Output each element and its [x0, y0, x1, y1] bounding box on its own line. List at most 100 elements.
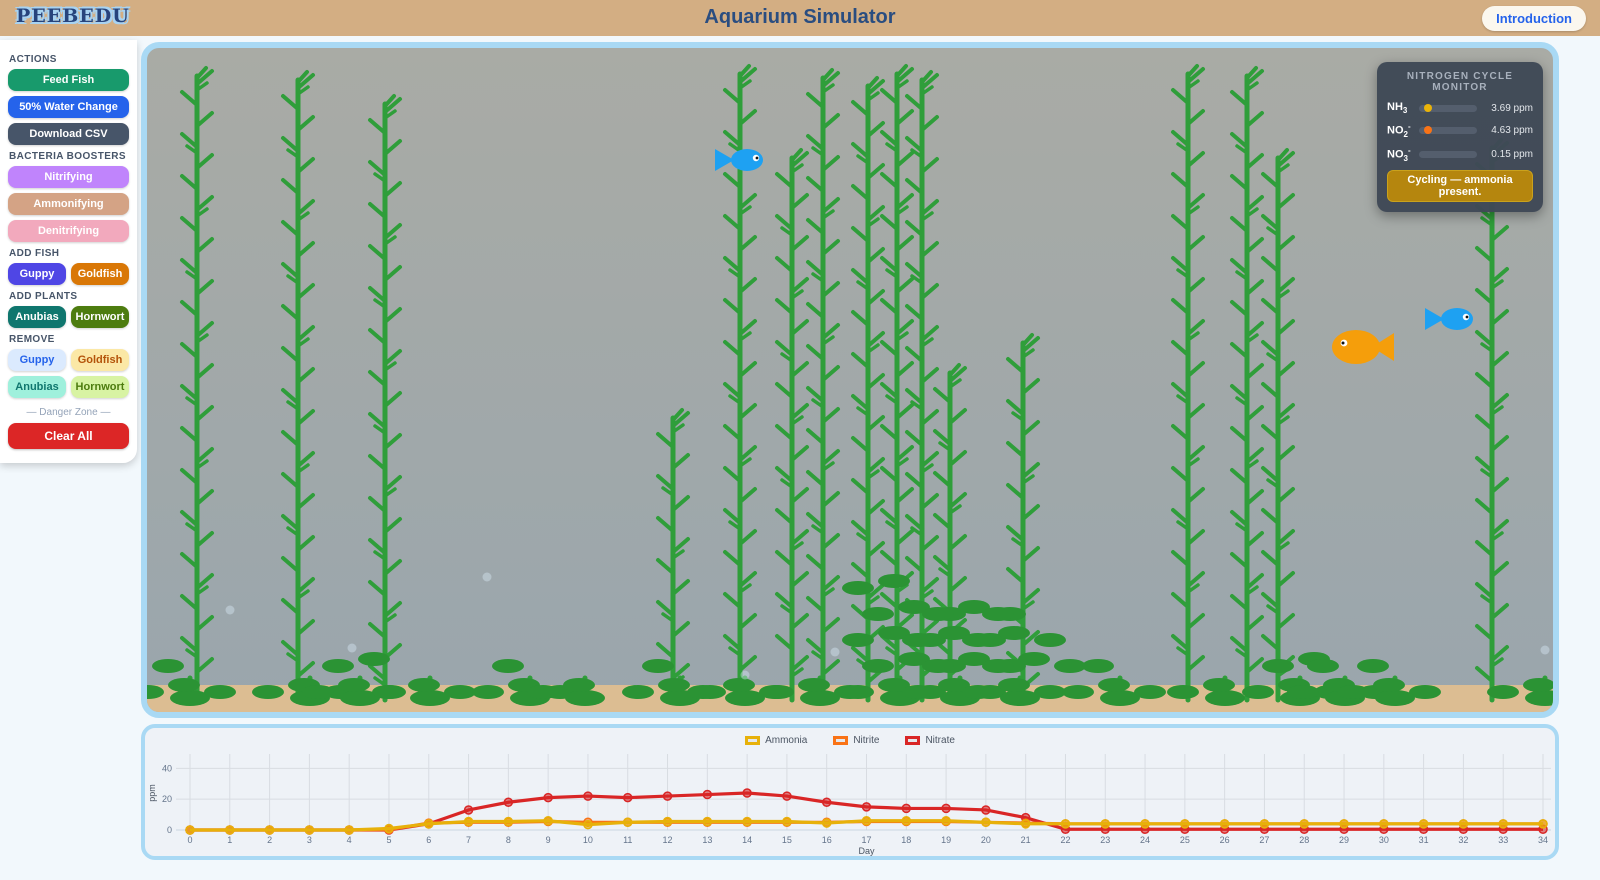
- legend-item-ammonia[interactable]: Ammonia: [745, 733, 807, 748]
- add-fish-goldfish-button[interactable]: Goldfish: [71, 263, 129, 285]
- actions-50-water-change-button[interactable]: 50% Water Change: [8, 96, 129, 118]
- data-point: [1020, 819, 1031, 829]
- bacteria-boosters-ammonifying-button[interactable]: Ammonifying: [8, 193, 129, 215]
- chart-legend: Ammonia Nitrite Nitrate: [145, 728, 1555, 748]
- data-point: [901, 803, 912, 814]
- y-tick-label: 20: [162, 794, 172, 804]
- x-tick-label: 21: [1021, 835, 1031, 845]
- introduction-button[interactable]: Introduction: [1482, 6, 1586, 31]
- x-tick-label: 2: [267, 835, 272, 845]
- x-tick-label: 23: [1100, 835, 1110, 845]
- add-plants-anubias-button[interactable]: Anubias: [8, 306, 66, 328]
- hornwort-plant: [1230, 66, 1264, 703]
- legend-swatch: [905, 736, 921, 745]
- legend-item-nitrate[interactable]: Nitrate: [905, 733, 955, 748]
- anubias-plant: [1167, 675, 1245, 706]
- data-point: [782, 816, 792, 827]
- water-chemistry-chart-panel: Ammonia Nitrite Nitrate 0 1 2 3 4 5 6 7 8 9 10 11 12 13…: [141, 724, 1559, 860]
- x-tick-label: 8: [506, 835, 511, 845]
- data-point: [662, 816, 673, 827]
- bubble: [482, 572, 492, 582]
- x-tick-label: 1: [227, 835, 232, 845]
- guppy-fish: [1425, 308, 1473, 330]
- add-fish-guppy-button[interactable]: Guppy: [8, 263, 66, 285]
- hornwort-plant: [723, 64, 757, 703]
- hornwort-plant: [806, 68, 840, 703]
- x-tick-label: 17: [861, 835, 871, 845]
- data-point: [1060, 819, 1071, 829]
- data-point: [861, 816, 872, 826]
- bacteria-boosters-denitrifying-button[interactable]: Denitrifying: [8, 220, 129, 242]
- hornwort-plant: [880, 64, 914, 703]
- chemical-label: NO3-: [1387, 146, 1411, 163]
- monitor-row-no3: NO3- 0.15 ppm: [1387, 146, 1533, 163]
- x-tick-label: 18: [901, 835, 911, 845]
- legend-item-nitrite[interactable]: Nitrite: [833, 733, 879, 748]
- x-tick-label: 10: [583, 835, 593, 845]
- hornwort-plant: [775, 148, 809, 703]
- data-point: [821, 818, 832, 828]
- anubias-plant: [1487, 675, 1553, 706]
- data-point: [702, 789, 713, 800]
- tank-scene: [147, 64, 1553, 712]
- anubias-plant: [1062, 659, 1166, 706]
- x-tick-label: 28: [1299, 835, 1309, 845]
- data-point: [304, 825, 315, 835]
- monitor-title: NITROGEN CYCLE MONITOR: [1406, 71, 1514, 93]
- x-tick-label: 31: [1419, 835, 1429, 845]
- data-point: [662, 791, 673, 801]
- data-point: [1418, 819, 1429, 829]
- remove-goldfish-button[interactable]: Goldfish: [71, 349, 129, 371]
- data-point: [981, 817, 991, 828]
- x-tick-label: 11: [623, 835, 632, 845]
- actions-download-csv-button[interactable]: Download CSV: [8, 123, 129, 145]
- clear-all-button[interactable]: Clear All: [8, 423, 129, 449]
- level-track: [1419, 126, 1477, 135]
- level-value: 0.15 ppm: [1491, 148, 1533, 160]
- hornwort-plant: [1006, 333, 1040, 703]
- data-point: [1219, 819, 1230, 829]
- x-tick-label: 3: [307, 835, 312, 845]
- legend-label: Nitrate: [925, 735, 955, 746]
- actions-feed-fish-button[interactable]: Feed Fish: [8, 69, 129, 91]
- x-tick-label: 27: [1259, 835, 1269, 845]
- data-point: [1259, 819, 1270, 829]
- x-tick-label: 34: [1538, 835, 1548, 845]
- remove-guppy-button[interactable]: Guppy: [8, 349, 66, 371]
- data-point: [861, 802, 872, 812]
- add-plants-hornwort-button[interactable]: Hornwort: [71, 306, 129, 328]
- anubias-plant: [147, 659, 236, 706]
- danger-zone-label: — Danger Zone —: [26, 407, 111, 418]
- x-tick-label: 0: [187, 835, 192, 845]
- x-tick-label: 19: [941, 835, 951, 845]
- x-tick-label: 5: [386, 835, 391, 845]
- data-point: [702, 816, 713, 827]
- data-point: [1339, 819, 1349, 829]
- app-logo: PEEBEDU: [16, 5, 130, 27]
- bacteria-boosters-nitrifying-button[interactable]: Nitrifying: [8, 166, 129, 188]
- y-tick-label: 0: [167, 825, 172, 835]
- series-ammonia: [185, 816, 1548, 835]
- data-point: [543, 792, 553, 803]
- data-point: [463, 816, 474, 827]
- hornwort-plant: [933, 363, 967, 703]
- chemical-label: NO2-: [1387, 122, 1411, 140]
- hornwort-plant: [281, 70, 315, 703]
- remove-anubias-button[interactable]: Anubias: [8, 376, 66, 398]
- data-point: [1379, 819, 1389, 829]
- x-tick-label: 14: [742, 835, 752, 845]
- remove-hornwort-button[interactable]: Hornwort: [71, 376, 129, 398]
- legend-swatch: [833, 736, 849, 745]
- x-tick-label: 33: [1498, 835, 1508, 845]
- data-point: [1100, 819, 1111, 829]
- page-title: Aquarium Simulator: [704, 6, 896, 28]
- anubias-plant: [527, 675, 605, 706]
- section-label-bacteria-boosters: BACTERIA BOOSTERS: [9, 151, 126, 162]
- data-point: [543, 816, 553, 826]
- water-chemistry-chart: 0 1 2 3 4 5 6 7 8 9 10 11 12 13 14 15 16 17 18 19 20 21 22 23 24…: [147, 754, 1551, 856]
- app-header: PEEBEDU Aquarium Simulator Introduction: [0, 0, 1600, 36]
- data-point: [344, 825, 354, 835]
- anubias-plant: [372, 675, 476, 706]
- data-point: [622, 817, 633, 828]
- data-point: [941, 816, 951, 826]
